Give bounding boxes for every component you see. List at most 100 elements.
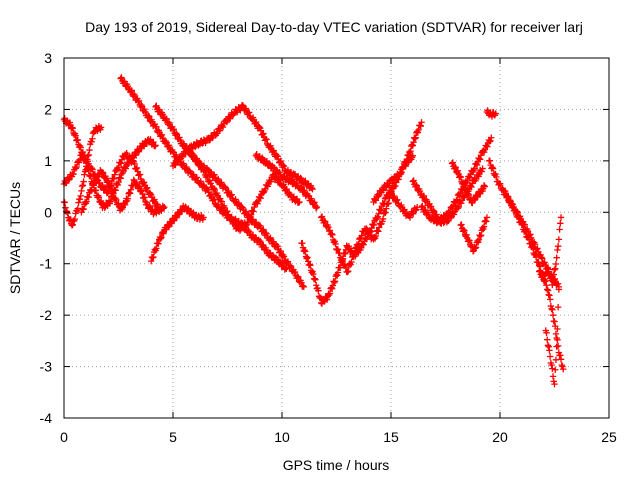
data-point — [472, 244, 480, 251]
data-point — [299, 239, 306, 247]
data-point — [162, 137, 170, 145]
data-point — [476, 156, 484, 163]
data-point — [377, 207, 385, 214]
data-point — [146, 113, 153, 120]
data-point — [260, 189, 267, 196]
data-point — [544, 342, 552, 349]
data-point — [358, 232, 365, 239]
data-point — [548, 305, 555, 312]
data-point — [397, 170, 404, 178]
data-point — [300, 283, 307, 291]
data-point — [267, 142, 274, 149]
data-point — [326, 227, 334, 234]
data-point — [308, 269, 315, 276]
series-arc-9 — [182, 143, 303, 234]
data-point — [304, 192, 312, 199]
data-point — [140, 179, 148, 186]
data-point — [264, 183, 271, 190]
data-point — [99, 169, 106, 176]
data-point — [473, 161, 481, 169]
data-point — [554, 303, 562, 311]
data-point — [475, 173, 482, 180]
data-point — [334, 272, 341, 279]
data-point — [104, 189, 111, 196]
data-point — [508, 200, 515, 207]
data-point — [245, 109, 253, 116]
data-point — [260, 226, 267, 233]
data-point — [331, 278, 339, 285]
y-tick-label: 1 — [44, 153, 52, 169]
data-point — [109, 190, 116, 198]
data-point — [97, 197, 105, 205]
data-point — [355, 240, 362, 248]
data-point — [455, 203, 462, 211]
data-point — [158, 234, 165, 241]
data-point — [553, 254, 560, 261]
data-point — [210, 185, 218, 192]
data-point — [107, 198, 114, 205]
data-point — [280, 253, 288, 260]
data-point — [474, 237, 481, 245]
data-point — [546, 292, 553, 299]
data-point — [242, 105, 250, 112]
data-point — [153, 245, 160, 252]
data-point — [379, 215, 387, 223]
data-point — [78, 149, 86, 157]
data-point — [151, 142, 159, 150]
data-point — [172, 130, 180, 137]
data-point — [472, 245, 479, 252]
data-point — [416, 187, 424, 195]
data-point — [87, 188, 95, 195]
data-point — [90, 181, 97, 189]
data-point — [373, 214, 381, 222]
data-point — [283, 185, 290, 193]
data-point — [308, 184, 315, 192]
data-point — [303, 255, 310, 262]
data-point — [294, 273, 301, 280]
data-point — [245, 228, 253, 235]
data-point — [152, 142, 159, 149]
data-point — [525, 236, 533, 243]
data-point — [83, 163, 90, 170]
data-point — [524, 233, 532, 240]
data-point — [157, 235, 164, 242]
data-point — [311, 275, 318, 282]
data-point — [135, 97, 143, 105]
data-point — [79, 182, 87, 189]
data-point — [544, 336, 551, 343]
data-point — [339, 257, 346, 264]
data-point — [372, 197, 380, 204]
data-point — [274, 153, 281, 160]
data-point — [544, 287, 552, 294]
data-point — [73, 163, 80, 171]
data-point — [427, 203, 435, 210]
data-point — [263, 136, 270, 143]
data-point — [126, 190, 134, 197]
data-point — [460, 226, 467, 234]
data-point — [549, 373, 557, 380]
data-point — [291, 268, 299, 276]
data-point — [86, 146, 93, 154]
series-arc-17 — [457, 214, 491, 255]
data-point — [78, 209, 85, 216]
data-point — [257, 237, 264, 245]
data-point — [183, 163, 190, 171]
data-point — [89, 180, 97, 187]
x-axis-label: GPS time / hours — [283, 457, 390, 473]
y-tick-label: 2 — [44, 101, 52, 117]
data-point — [70, 170, 77, 178]
data-point — [372, 232, 380, 240]
data-point — [557, 352, 564, 359]
data-point — [322, 218, 329, 225]
data-point — [183, 143, 191, 151]
data-point — [88, 138, 95, 146]
data-point — [89, 135, 96, 142]
data-point — [170, 126, 177, 133]
data-point — [370, 221, 378, 229]
data-point — [458, 221, 465, 228]
series-arc-18 — [483, 107, 499, 120]
data-point — [464, 238, 472, 245]
x-tick-label: 25 — [601, 429, 617, 445]
data-point — [108, 185, 115, 193]
data-point — [544, 265, 552, 272]
